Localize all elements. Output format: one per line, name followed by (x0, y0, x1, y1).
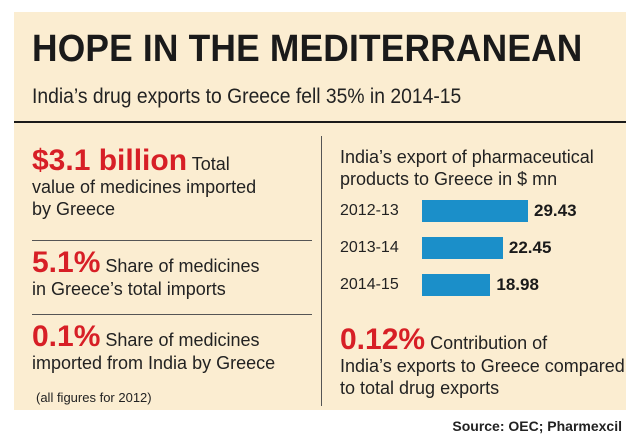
stat-label-rest: India’s exports to Greece compared to to… (340, 356, 625, 398)
infographic-panel: HOPE IN THE MEDITERRANEAN India’s drug e… (14, 12, 626, 410)
bar (422, 274, 491, 296)
bar-category-label: 2012-13 (340, 202, 399, 219)
source-credit: Source: OEC; Pharmexcil (452, 418, 622, 434)
headline: HOPE IN THE MEDITERRANEAN (32, 28, 583, 70)
stat-label-rest: imported from India by Greece (32, 353, 276, 373)
bar (422, 200, 528, 222)
stat-value: $3.1 billion (32, 144, 188, 177)
footnote: (all figures for 2012) (36, 390, 152, 405)
top-rule (14, 121, 626, 123)
bar-category-label: 2013-14 (340, 239, 399, 256)
stat-label-first: Share of medicines (105, 330, 260, 350)
stat-label-first: Total (191, 154, 230, 174)
stat-value: 5.1% (32, 246, 101, 279)
bar (422, 237, 503, 259)
stat-contribution: 0.12% Contribution of India’s exports to… (340, 325, 630, 399)
stat-label-first: Share of medicines (105, 256, 260, 276)
subhead: India’s drug exports to Greece fell 35% … (32, 85, 462, 108)
stat-value: 0.1% (32, 320, 101, 353)
bar-chart: 2012-13 29.43 2013-14 22.45 2014-15 18.98 (340, 200, 620, 310)
stat-value: 0.12% (340, 323, 426, 356)
bar-value-label: 29.43 (534, 201, 577, 220)
stat-label-rest: value of medicines imported by Greece (32, 177, 257, 219)
stat-share-india: 0.1% Share of medicines imported from In… (32, 322, 322, 374)
stat-label-rest: in Greece’s total imports (32, 279, 226, 299)
chart-title: India’s export of pharmaceutical product… (340, 147, 594, 189)
column-divider (321, 136, 322, 406)
stat-divider (32, 314, 312, 315)
stat-total-imports: $3.1 billion Total value of medicines im… (32, 146, 322, 220)
bar-value-label: 22.45 (508, 238, 552, 257)
stat-divider (32, 240, 312, 241)
bar-value-label: 18.98 (496, 275, 539, 294)
bar-category-label: 2014-15 (340, 276, 399, 293)
stat-share-imports: 5.1% Share of medicines in Greece’s tota… (32, 248, 322, 300)
stat-label-first: Contribution of (430, 333, 548, 353)
